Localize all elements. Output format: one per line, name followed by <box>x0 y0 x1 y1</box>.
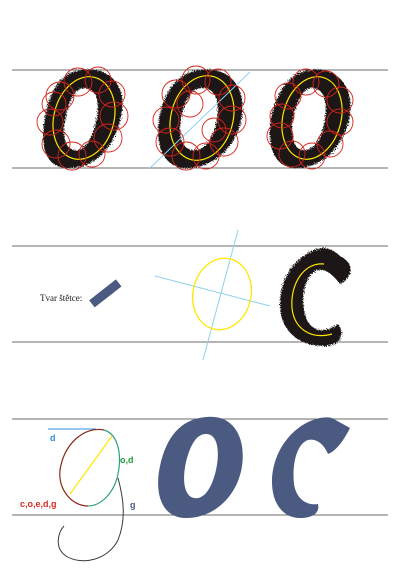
skeleton-ellipse <box>281 76 343 160</box>
brush-circles <box>266 68 354 170</box>
stroke-order-diagram: d o,d c,o,e,d,g g <box>20 428 136 562</box>
skeleton-ellipse <box>192 257 252 331</box>
row-3-stroke-order: d o,d c,o,e,d,g g <box>12 416 388 562</box>
annotation-g: g <box>130 500 136 510</box>
skeleton-ellipse <box>169 75 235 161</box>
axis-line <box>149 71 251 169</box>
skeleton-ellipse-construction <box>154 229 271 361</box>
axis-line-vertical <box>202 229 239 361</box>
annotation-d: d <box>50 433 56 443</box>
brush-circles <box>152 65 247 171</box>
row-1-construction <box>12 65 388 171</box>
brushed-o-2 <box>149 65 251 171</box>
brush-shape-swatch <box>89 279 122 308</box>
annotation-c-o-e-d-g: c,o,e,d,g <box>20 499 57 509</box>
ellipse-right-arc <box>87 429 121 507</box>
ellipse-left-arc <box>59 428 105 507</box>
brushed-c <box>280 248 351 346</box>
brush-circles <box>36 66 129 171</box>
axis-line-horizontal <box>154 275 271 307</box>
brush-shape-label: Tvar štětce: <box>40 293 82 303</box>
letter-o-ink <box>269 69 351 168</box>
letter-o-ink <box>43 69 123 168</box>
brushed-o-3 <box>266 68 354 170</box>
slant-axis <box>69 435 113 495</box>
letter-c-skeleton <box>291 263 333 337</box>
final-letter-o <box>158 416 243 518</box>
annotation-o-d: o,d <box>120 455 134 465</box>
letter-c-ink <box>280 248 351 346</box>
row-2-brush: Tvar štětce: <box>12 229 388 361</box>
final-letter-c <box>272 417 350 518</box>
brushed-o-1 <box>36 66 129 171</box>
descender-tail <box>57 477 124 562</box>
